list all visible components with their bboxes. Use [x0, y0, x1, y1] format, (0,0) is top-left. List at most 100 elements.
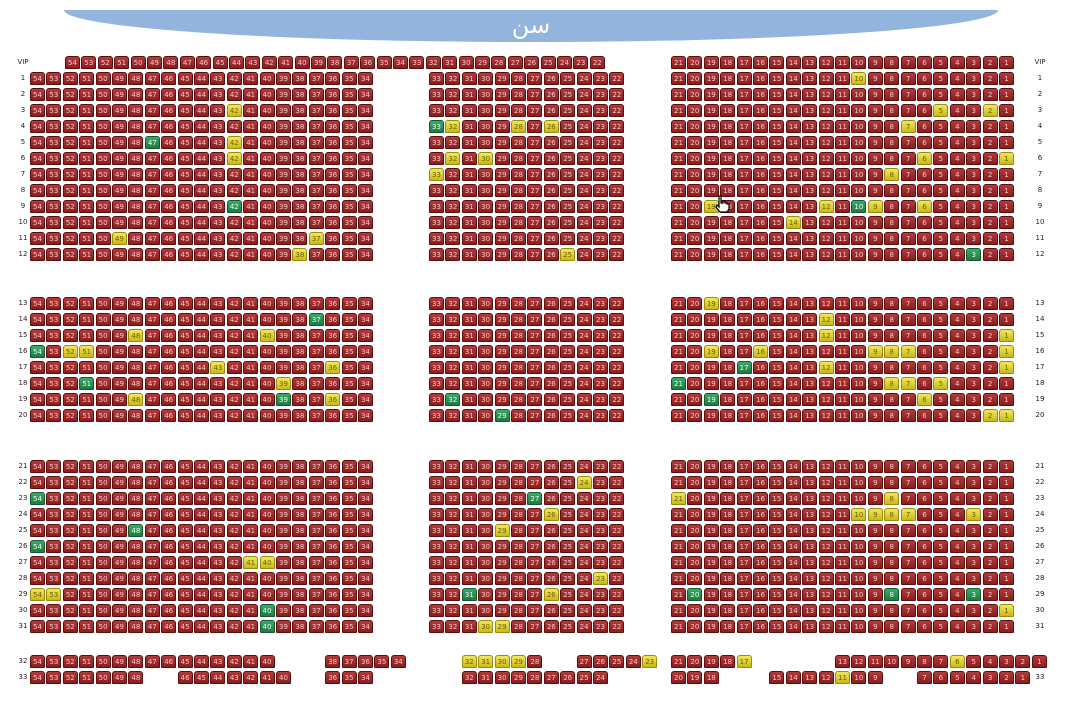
seat[interactable]: 35 [341, 524, 357, 537]
seat[interactable]: 29 [494, 297, 510, 310]
seat[interactable]: 10 [851, 313, 867, 326]
seat[interactable]: 40 [259, 540, 275, 553]
seat[interactable]: 36 [325, 476, 341, 489]
seat[interactable]: 24 [576, 476, 592, 489]
seat[interactable]: 21 [671, 152, 686, 165]
seat[interactable]: 4 [949, 248, 965, 261]
seat[interactable]: 54 [65, 56, 80, 69]
seat[interactable]: 5 [933, 200, 949, 213]
seat[interactable]: 14 [785, 377, 801, 390]
seat[interactable]: 43 [210, 556, 226, 569]
seat[interactable]: 38 [292, 524, 308, 537]
seat[interactable]: 15 [769, 556, 785, 569]
seat[interactable]: 37 [308, 88, 324, 101]
seat[interactable]: 32 [445, 524, 461, 537]
seat[interactable]: 6 [917, 588, 932, 601]
seat[interactable]: 27 [576, 655, 592, 668]
seat[interactable]: 26 [543, 476, 559, 489]
seat[interactable]: 27 [527, 216, 543, 229]
seat[interactable]: 12 [818, 492, 834, 505]
seat[interactable]: 53 [46, 104, 62, 117]
seat[interactable]: 43 [210, 393, 226, 406]
seat[interactable]: 24 [576, 168, 592, 181]
seat[interactable]: 38 [292, 104, 308, 117]
seat[interactable]: 41 [243, 184, 259, 197]
seat[interactable]: 37 [308, 393, 324, 406]
seat[interactable]: 28 [527, 655, 543, 668]
seat[interactable]: 14 [785, 104, 801, 117]
seat[interactable]: 44 [194, 588, 209, 601]
seat[interactable]: 3 [966, 460, 982, 473]
seat[interactable]: 10 [851, 556, 867, 569]
seat[interactable]: 10 [851, 152, 867, 165]
seat[interactable]: 27 [527, 540, 543, 553]
seat[interactable]: 2 [982, 508, 998, 521]
seat[interactable]: 51 [79, 524, 95, 537]
seat[interactable]: 34 [358, 476, 373, 489]
seat[interactable]: 3 [966, 540, 982, 553]
seat[interactable]: 46 [161, 377, 177, 390]
seat[interactable]: 48 [128, 393, 144, 406]
seat[interactable]: 1 [999, 508, 1014, 521]
seat[interactable]: 16 [753, 152, 768, 165]
seat[interactable]: 29 [494, 313, 510, 326]
seat[interactable]: 5 [933, 56, 949, 69]
seat[interactable]: 12 [818, 313, 834, 326]
seat[interactable]: 9 [867, 120, 883, 133]
seat[interactable]: 15 [769, 120, 785, 133]
seat[interactable]: 10 [851, 104, 867, 117]
seat[interactable]: 45 [177, 297, 193, 310]
seat[interactable]: 48 [128, 168, 144, 181]
seat[interactable]: 1 [999, 492, 1014, 505]
seat[interactable]: 50 [95, 620, 111, 633]
seat[interactable]: 29 [494, 120, 510, 133]
seat[interactable]: 47 [144, 655, 160, 668]
seat[interactable]: 48 [128, 604, 144, 617]
seat[interactable]: 25 [560, 216, 576, 229]
seat[interactable]: 6 [917, 329, 932, 342]
seat[interactable]: 26 [543, 168, 559, 181]
seat[interactable]: 50 [95, 377, 111, 390]
seat[interactable]: 35 [341, 72, 357, 85]
seat[interactable]: 4 [949, 345, 965, 358]
seat[interactable]: 51 [79, 540, 95, 553]
seat[interactable]: 19 [703, 88, 719, 101]
seat[interactable]: 10 [851, 329, 867, 342]
seat[interactable]: 35 [341, 377, 357, 390]
seat[interactable]: 18 [720, 216, 736, 229]
seat[interactable]: 50 [95, 136, 111, 149]
seat[interactable]: 30 [478, 120, 494, 133]
seat[interactable]: 22 [609, 104, 625, 117]
seat[interactable]: 22 [609, 393, 625, 406]
seat[interactable]: 11 [835, 393, 850, 406]
seat[interactable]: 45 [177, 588, 193, 601]
seat[interactable]: 47 [144, 72, 160, 85]
seat[interactable]: 30 [478, 460, 494, 473]
seat[interactable]: 31 [461, 297, 477, 310]
seat[interactable]: 46 [161, 200, 177, 213]
seat[interactable]: 39 [276, 476, 291, 489]
seat[interactable]: 24 [557, 56, 572, 69]
seat[interactable]: 36 [325, 671, 341, 684]
seat[interactable]: 41 [243, 460, 259, 473]
seat[interactable]: 49 [112, 604, 127, 617]
seat[interactable]: 3 [966, 361, 982, 374]
seat[interactable]: 30 [478, 72, 494, 85]
seat[interactable]: 26 [543, 524, 559, 537]
seat[interactable]: 44 [194, 377, 209, 390]
seat[interactable]: 2 [982, 56, 998, 69]
seat[interactable]: 15 [769, 361, 785, 374]
seat[interactable]: 15 [769, 329, 785, 342]
seat[interactable]: 43 [210, 88, 226, 101]
seat[interactable]: 52 [62, 460, 78, 473]
seat[interactable]: 1 [999, 297, 1014, 310]
seat[interactable]: 8 [884, 120, 900, 133]
seat[interactable]: 27 [527, 184, 543, 197]
seat[interactable]: 14 [785, 460, 801, 473]
seat[interactable]: 51 [79, 72, 95, 85]
seat[interactable]: 19 [703, 152, 719, 165]
seat[interactable]: 24 [576, 329, 592, 342]
seat[interactable]: 29 [494, 88, 510, 101]
seat[interactable]: 45 [177, 72, 193, 85]
seat[interactable]: 52 [62, 120, 78, 133]
